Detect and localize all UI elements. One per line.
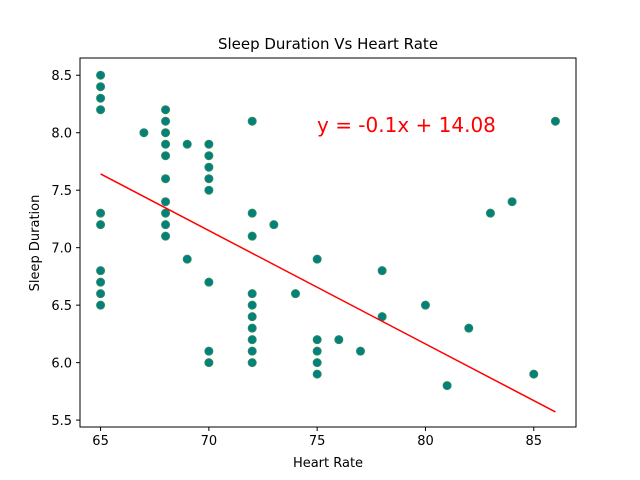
data-point <box>442 381 452 391</box>
data-point <box>161 116 171 126</box>
y-tick-label: 7.5 <box>51 184 72 199</box>
x-tick-label: 80 <box>417 434 434 449</box>
data-point <box>247 300 257 310</box>
data-point <box>529 369 539 379</box>
data-point <box>96 70 106 80</box>
data-point <box>291 289 301 299</box>
x-axis-label: Heart Rate <box>293 456 363 471</box>
data-point <box>161 174 171 184</box>
x-tick-label: 65 <box>92 434 109 449</box>
data-point <box>269 220 279 230</box>
regression-layer <box>100 173 556 413</box>
data-point <box>161 151 171 161</box>
x-axis: 65 70 75 80 85 <box>92 427 542 449</box>
chart-title: Sleep Duration Vs Heart Rate <box>218 35 438 53</box>
data-point <box>550 116 560 126</box>
data-point <box>420 300 430 310</box>
data-point <box>204 277 214 287</box>
data-point <box>247 335 257 345</box>
y-tick-label: 7.0 <box>51 242 72 257</box>
data-point <box>96 300 106 310</box>
y-tick-label: 8.5 <box>51 69 72 84</box>
y-tick-label: 6.0 <box>51 357 72 372</box>
data-point <box>312 346 322 356</box>
data-point <box>96 105 106 115</box>
y-axis: 5.5 6.0 6.5 7.0 7.5 8.0 8.5 <box>51 69 80 429</box>
x-tick-label: 70 <box>201 434 218 449</box>
y-axis-label: Sleep Duration <box>28 195 43 292</box>
data-point <box>96 82 106 92</box>
data-point <box>247 312 257 322</box>
data-point <box>139 128 149 138</box>
data-point <box>182 254 192 264</box>
x-tick-label: 75 <box>309 434 326 449</box>
data-point <box>161 197 171 207</box>
data-point <box>204 139 214 149</box>
data-point <box>204 174 214 184</box>
data-point <box>96 289 106 299</box>
data-point <box>204 185 214 195</box>
data-point <box>334 335 344 345</box>
data-point <box>204 162 214 172</box>
data-point <box>96 220 106 230</box>
points-layer <box>96 70 560 391</box>
data-point <box>247 289 257 299</box>
data-point <box>161 128 171 138</box>
data-point <box>96 93 106 103</box>
data-point <box>485 208 495 218</box>
data-point <box>182 139 192 149</box>
x-tick-label: 85 <box>525 434 542 449</box>
data-point <box>247 208 257 218</box>
y-tick-label: 6.5 <box>51 299 72 314</box>
data-point <box>247 346 257 356</box>
data-point <box>377 266 387 276</box>
plot-frame <box>79 57 577 428</box>
y-tick-label: 5.5 <box>51 414 72 429</box>
data-point <box>312 358 322 368</box>
data-point <box>247 231 257 241</box>
data-point <box>204 358 214 368</box>
data-point <box>464 323 474 333</box>
data-point <box>312 369 322 379</box>
data-point <box>355 346 365 356</box>
data-point <box>312 254 322 264</box>
data-point <box>161 139 171 149</box>
regression-equation: y = -0.1x + 14.08 <box>317 113 496 137</box>
data-point <box>161 220 171 230</box>
data-point <box>96 266 106 276</box>
data-point <box>96 277 106 287</box>
data-point <box>247 323 257 333</box>
data-point <box>247 358 257 368</box>
data-point <box>312 335 322 345</box>
data-point <box>247 116 257 126</box>
regression-line <box>100 173 556 413</box>
data-point <box>96 208 106 218</box>
data-point <box>204 346 214 356</box>
data-point <box>161 105 171 115</box>
data-point <box>161 208 171 218</box>
data-point <box>161 231 171 241</box>
y-tick-label: 8.0 <box>51 127 72 142</box>
data-point <box>204 151 214 161</box>
data-point <box>507 197 517 207</box>
